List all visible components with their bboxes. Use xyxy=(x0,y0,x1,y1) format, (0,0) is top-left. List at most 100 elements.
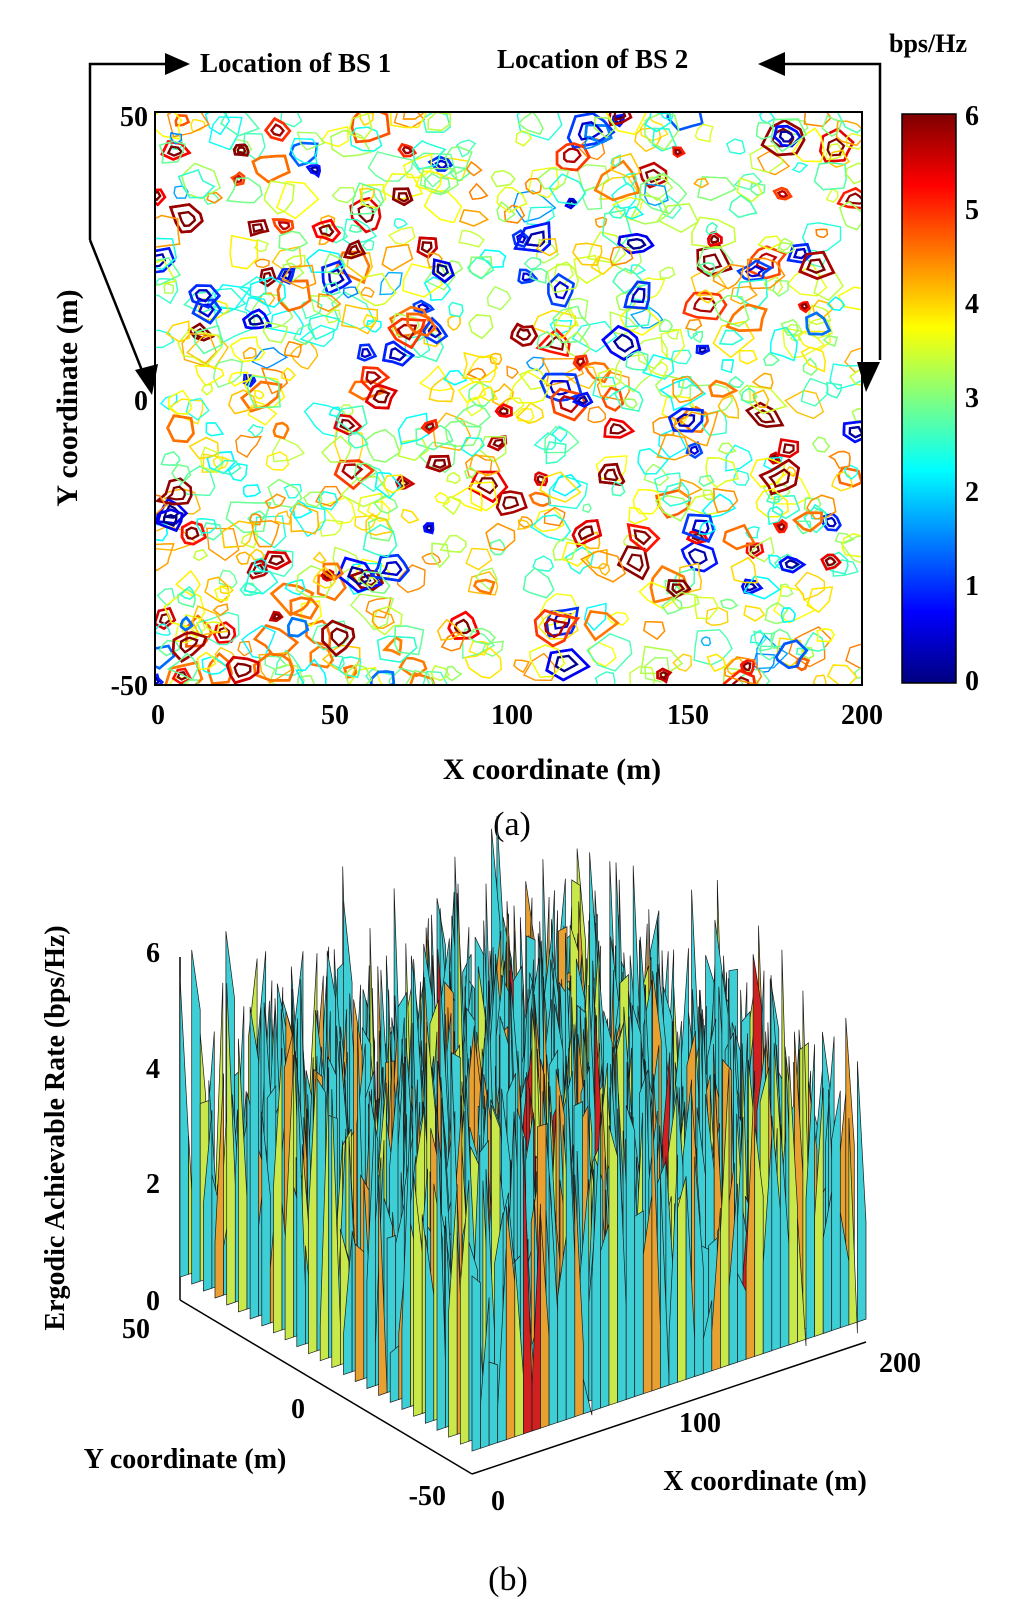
contour-line xyxy=(160,451,181,466)
contour-line xyxy=(513,221,552,253)
contour-line xyxy=(609,311,639,336)
contour-line xyxy=(404,669,436,685)
y-axis-title: Y coordinate (m) xyxy=(84,1444,287,1475)
contour-line xyxy=(824,557,837,567)
contour-line xyxy=(268,554,285,566)
z-tick-label: 6 xyxy=(146,938,160,969)
contour-line xyxy=(365,668,394,685)
contour-line xyxy=(731,676,750,685)
contour-line xyxy=(687,547,708,565)
contour-line xyxy=(684,318,703,332)
contour-line xyxy=(235,434,263,458)
contour-line xyxy=(240,531,259,549)
colorbar-tick-label: 5 xyxy=(965,195,979,226)
contour-line xyxy=(539,372,583,402)
contour-line xyxy=(454,403,491,428)
x-tick-label: 0 xyxy=(491,1486,505,1517)
contour-line xyxy=(678,478,703,497)
contour-line xyxy=(312,566,336,589)
contour-line xyxy=(365,576,379,588)
contour-line xyxy=(281,367,296,382)
contour-line xyxy=(758,458,801,496)
contour-line xyxy=(770,118,807,153)
contour-line xyxy=(436,618,463,641)
contour-line xyxy=(698,474,715,487)
contour-line xyxy=(356,272,397,307)
x-tick-label: 50 xyxy=(321,700,349,731)
contour-line xyxy=(515,130,532,147)
contour-line xyxy=(845,132,862,151)
contour-line xyxy=(464,647,502,679)
contour-line xyxy=(782,443,795,455)
contour-line xyxy=(548,173,587,206)
contour-line xyxy=(155,673,164,685)
contour-line xyxy=(701,493,736,519)
contour-line xyxy=(837,286,862,311)
contour-line xyxy=(772,186,793,201)
contour-line xyxy=(379,271,403,296)
contour-line xyxy=(661,395,696,426)
contour-line xyxy=(176,670,189,681)
contour-line xyxy=(762,481,791,501)
contour-line xyxy=(155,112,183,140)
contour-line xyxy=(213,621,237,644)
contour-line xyxy=(272,613,282,620)
contour-line xyxy=(494,403,513,418)
contour-line xyxy=(324,252,347,275)
contour-line xyxy=(297,674,316,685)
contour-line xyxy=(587,406,607,424)
contour-line xyxy=(607,112,633,127)
contour-line xyxy=(776,190,789,198)
contour-line xyxy=(289,596,320,620)
contour-line xyxy=(381,340,416,367)
contour-line xyxy=(474,567,499,591)
contour-line xyxy=(844,192,862,205)
x-tick-label: 100 xyxy=(491,700,533,731)
contour-line xyxy=(155,525,198,552)
contour-line xyxy=(205,287,247,315)
contour-line xyxy=(811,436,831,453)
contour-line xyxy=(770,470,811,505)
contour-line xyxy=(457,381,487,403)
surface-patch xyxy=(203,1110,213,1292)
contour-line xyxy=(213,305,256,344)
contour-line xyxy=(629,193,669,225)
contour-line xyxy=(383,474,405,494)
contour-line xyxy=(532,309,577,339)
contour-line xyxy=(593,159,642,202)
contour-line xyxy=(365,513,393,536)
y-axis-title: Y coordinate (m) xyxy=(51,289,84,506)
surface-patch xyxy=(261,1111,271,1327)
contour-line xyxy=(555,142,591,172)
surface-patch xyxy=(720,1069,730,1369)
contour-line xyxy=(536,330,554,349)
contour-line xyxy=(397,143,418,158)
contour-line xyxy=(285,254,306,271)
contour-line xyxy=(575,357,586,368)
contour-line xyxy=(694,123,714,143)
contour-line xyxy=(718,329,744,346)
contour-line xyxy=(171,631,208,663)
contour-line xyxy=(689,444,700,456)
contour-line xyxy=(784,559,801,570)
contour-line xyxy=(700,636,712,647)
surface-patch xyxy=(308,1055,318,1355)
contour-line xyxy=(707,231,723,248)
contour-line xyxy=(749,545,760,555)
contour-line xyxy=(252,563,265,576)
contour-line xyxy=(219,585,234,595)
contour-line xyxy=(242,346,257,360)
contour-line xyxy=(834,532,855,545)
surface-patch xyxy=(574,1174,584,1418)
contour-line xyxy=(522,567,555,599)
contour-line xyxy=(486,285,512,311)
contour-line xyxy=(662,481,691,507)
contour-line xyxy=(332,546,362,578)
contour-line xyxy=(845,643,862,670)
contour-line xyxy=(736,259,774,282)
contour-line xyxy=(822,335,838,347)
contour-line xyxy=(155,253,167,268)
contour-line xyxy=(307,314,341,341)
contour-line xyxy=(303,402,345,438)
contour-line xyxy=(597,462,626,487)
